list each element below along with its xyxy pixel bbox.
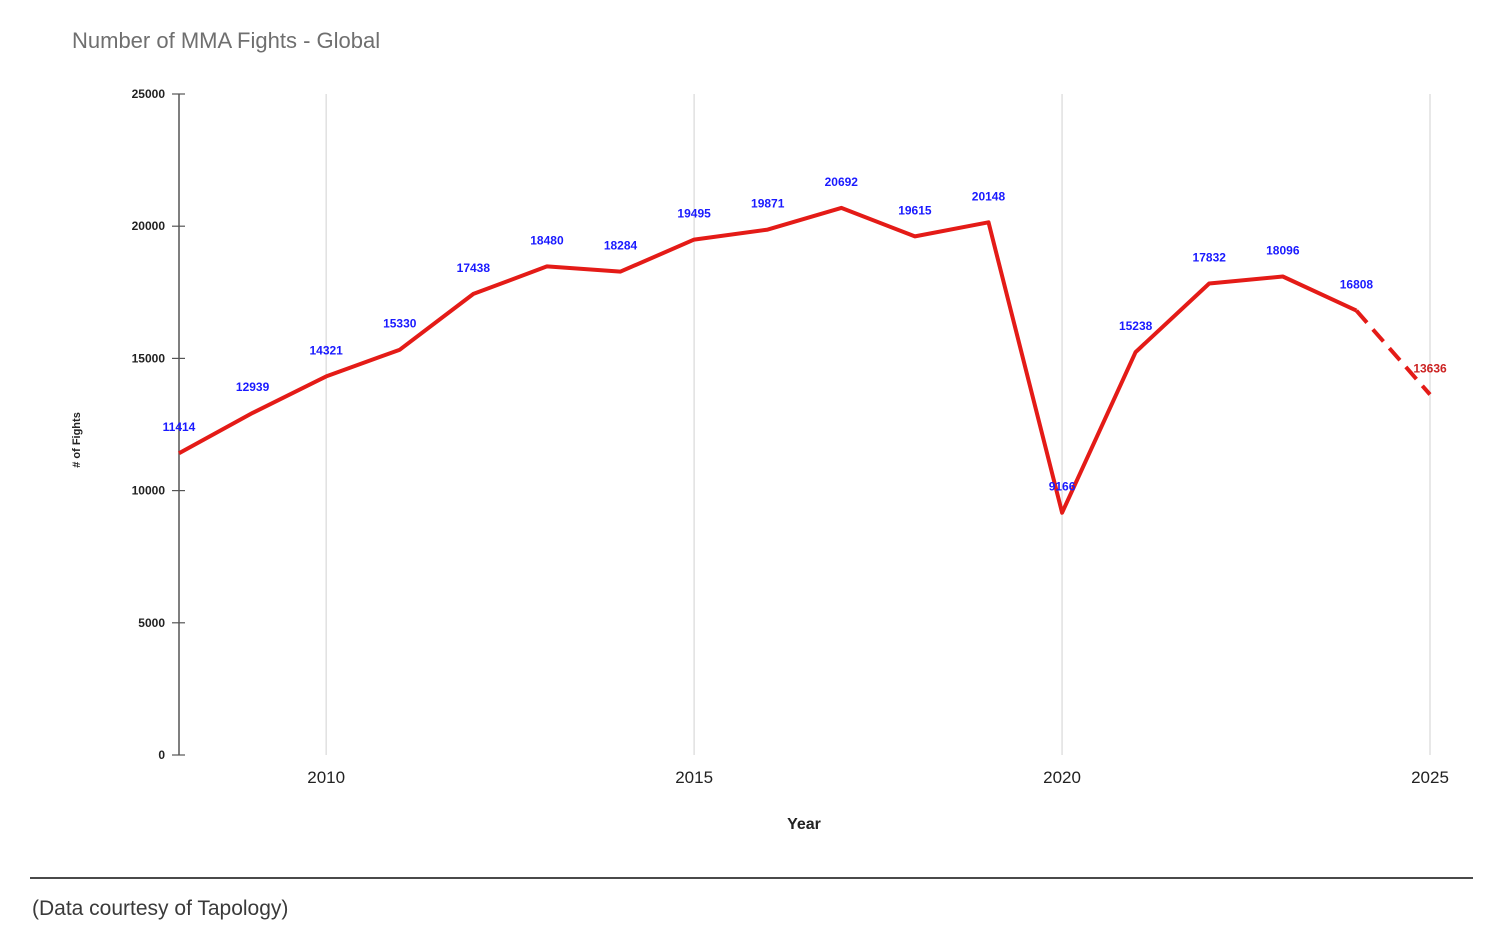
chart-title: Number of MMA Fights - Global xyxy=(72,28,381,53)
data-label: 18096 xyxy=(1266,244,1300,258)
data-label: 15238 xyxy=(1119,319,1153,333)
x-axis-title: Year xyxy=(787,816,821,833)
data-label: 9166 xyxy=(1049,480,1076,494)
x-tick-label: 2020 xyxy=(1043,768,1081,787)
data-label: 17438 xyxy=(457,261,491,275)
data-label: 18284 xyxy=(604,239,638,253)
x-tick-label: 2010 xyxy=(307,768,345,787)
data-label: 18480 xyxy=(530,233,564,247)
data-label: 20148 xyxy=(972,189,1006,203)
y-axis-title: # of Fights xyxy=(71,412,83,468)
line-chart: 2010 2015 2020 2025 0 5000 10000 15000 20000 2500… xyxy=(71,87,1449,833)
y-tick-label: 25000 xyxy=(132,87,166,101)
data-label: 19615 xyxy=(898,203,932,217)
projected-series-line xyxy=(1354,309,1432,396)
x-tick-label: 2015 xyxy=(675,768,713,787)
data-label: 14321 xyxy=(309,343,343,357)
gridlines xyxy=(325,94,1431,755)
data-label: 19495 xyxy=(677,207,711,221)
y-tick-label: 15000 xyxy=(132,351,166,365)
series-lines xyxy=(178,205,1432,515)
data-label: 13636 xyxy=(1413,361,1447,375)
data-label: 12939 xyxy=(236,380,270,394)
axes: 2010 2015 2020 2025 0 5000 10000 15000 20000 2500… xyxy=(132,87,1449,787)
data-label: 16808 xyxy=(1340,278,1374,292)
data-label: 15330 xyxy=(383,317,417,331)
y-tick-label: 5000 xyxy=(138,616,165,630)
data-label: 19871 xyxy=(751,197,785,211)
data-label: 11414 xyxy=(163,420,196,434)
data-label: 20692 xyxy=(825,175,859,189)
y-tick-label: 20000 xyxy=(132,219,166,233)
data-label: 17832 xyxy=(1193,251,1227,265)
actual-series-line xyxy=(178,205,1358,515)
y-tick-label: 10000 xyxy=(132,484,166,498)
footer-note: (Data courtesy of Tapology) xyxy=(32,897,289,920)
data-labels: 11414 12939 14321 15330 17438 18480 18284 19495… xyxy=(163,175,1447,494)
footer-divider xyxy=(30,877,1473,879)
x-tick-label: 2025 xyxy=(1411,768,1449,787)
y-tick-label: 0 xyxy=(158,748,165,762)
